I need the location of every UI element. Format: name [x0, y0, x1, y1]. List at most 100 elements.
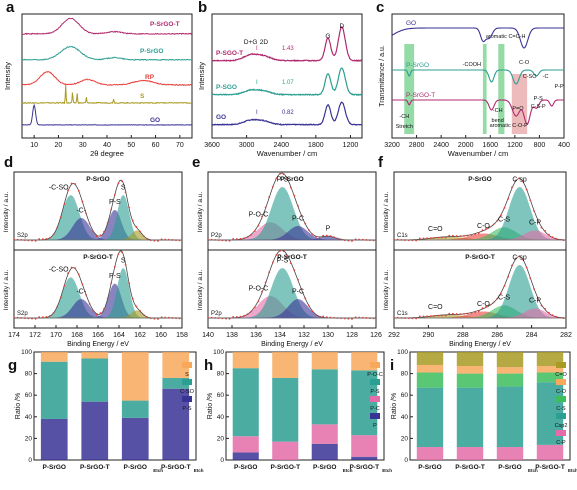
x-tick-label: 168 — [71, 332, 83, 339]
data-point — [253, 306, 256, 309]
series-line — [391, 27, 564, 49]
bar-segment — [416, 364, 444, 373]
legend-swatch — [182, 396, 192, 402]
annotation: aromatic C-O-P — [490, 123, 529, 129]
component-label: P-O-C — [248, 285, 268, 292]
data-point — [522, 180, 524, 183]
series-line — [392, 99, 564, 125]
data-point — [268, 271, 271, 274]
x-tick-label: 138 — [226, 332, 238, 339]
data-point — [257, 224, 260, 227]
bar-segment — [351, 435, 378, 457]
peak-label: G — [325, 33, 330, 40]
data-point — [38, 316, 41, 318]
data-point — [110, 282, 113, 285]
data-point — [106, 297, 109, 300]
data-point — [49, 314, 51, 317]
data-point — [289, 186, 292, 189]
component-label: P-C — [292, 215, 304, 222]
x-axis-label: Wavenumber / cm — [448, 149, 509, 158]
data-point — [81, 200, 84, 203]
bar-segment — [121, 352, 149, 401]
category-label: P-SrGO-T — [455, 464, 485, 471]
x-tick-label: 2000 — [458, 142, 474, 149]
annotation: P-S — [534, 96, 544, 102]
data-point — [92, 230, 95, 233]
data-point — [307, 304, 310, 307]
category-subscript: Etch — [194, 468, 204, 473]
data-point — [551, 236, 554, 239]
data-point — [121, 251, 123, 254]
data-point — [529, 277, 532, 280]
fit-envelope — [393, 256, 567, 319]
data-point — [325, 316, 328, 318]
y-axis-label: Intensity / a.u. — [197, 192, 204, 233]
data-point — [492, 223, 495, 226]
x-tick-label: 50 — [127, 142, 135, 149]
data-point — [354, 316, 357, 319]
annotation: -CH — [399, 114, 409, 120]
component-label: P-C — [292, 288, 304, 295]
series-label: P-SrGO-T — [150, 21, 180, 28]
y-tick-label: 100 — [21, 349, 32, 356]
data-point — [27, 317, 30, 320]
y-axis-label: Ratio /% — [391, 393, 398, 419]
data-point — [243, 314, 245, 317]
x-tick-label: 160 — [155, 332, 167, 339]
data-point — [322, 234, 325, 237]
y-tick-label: 60 — [401, 392, 409, 399]
data-point — [99, 234, 102, 237]
annotation: aromatic C=C-H — [486, 34, 526, 40]
data-point — [239, 237, 242, 240]
panel-letter: g — [8, 357, 17, 374]
legend-label: P-C — [370, 406, 380, 412]
panel-d: 174 172 170 168 166 164 162 160 158 d Binding Ener… — [3, 154, 188, 348]
series-line — [21, 45, 193, 61]
data-point — [271, 185, 274, 188]
x-axis-label: Binding Energy / eV — [449, 341, 511, 348]
data-point — [361, 238, 364, 241]
data-point — [536, 219, 539, 222]
y-axis-label: Ratio /% — [15, 393, 22, 419]
y-tick-label: 40 — [401, 414, 409, 421]
peak-label: 2D — [260, 39, 269, 46]
component-label: C sp — [512, 176, 527, 183]
y-axis-label: Transmittance / a.u. — [379, 45, 386, 107]
data-point — [279, 172, 281, 175]
data-point — [70, 266, 73, 269]
data-point — [351, 318, 353, 320]
y-axis-label: Ratio /% — [207, 393, 214, 419]
x-tick-label: 162 — [134, 332, 146, 339]
x-axis-label: Wavenumber / cm — [257, 149, 318, 158]
data-point — [257, 300, 260, 303]
data-point — [95, 313, 98, 316]
bar-segment — [536, 366, 564, 373]
x-tick-label: 158 — [176, 332, 188, 339]
data-point — [511, 264, 513, 267]
series-label: GO — [406, 20, 416, 27]
x-tick-label: 282 — [560, 332, 572, 339]
fit-envelope — [14, 179, 181, 241]
component-label: S — [121, 257, 126, 264]
y-axis-label: Intensity — [3, 62, 12, 90]
x-tick-label: 128 — [346, 332, 358, 339]
bar-segment — [456, 387, 484, 448]
bar-segment — [81, 358, 109, 402]
bar-segment — [232, 436, 259, 453]
y-axis-label: Intensity / a.u. — [3, 270, 10, 311]
bar-segment — [416, 352, 444, 365]
bar-segment — [121, 417, 149, 460]
annotation: P-P — [554, 84, 564, 90]
data-point — [441, 314, 443, 317]
data-point — [45, 237, 48, 240]
data-point — [540, 226, 543, 229]
data-point — [271, 261, 274, 264]
y-tick-label: 0 — [404, 457, 408, 464]
legend-swatch — [556, 413, 566, 419]
data-point — [474, 233, 476, 236]
series-label: GO — [150, 117, 160, 124]
bar-segment — [456, 373, 484, 388]
data-point — [128, 206, 131, 209]
data-point — [124, 191, 127, 194]
annotation: -COOH — [463, 62, 481, 68]
